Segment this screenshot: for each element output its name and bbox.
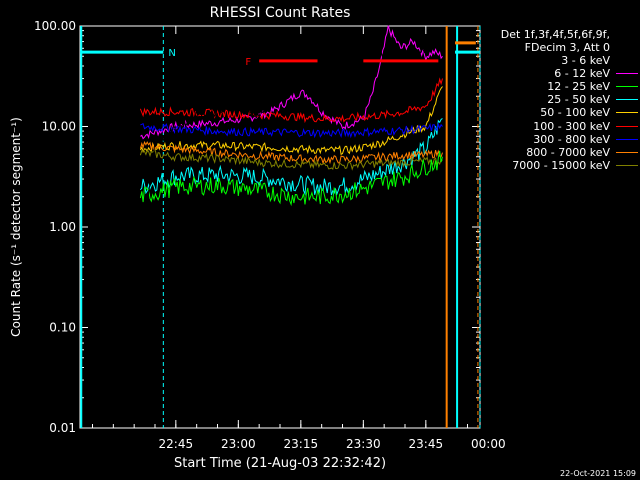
legend-swatch [616,164,638,166]
legend-item: 25 - 50 keV [547,93,638,107]
x-tick-label: 23:00 [221,437,256,451]
series-group [139,25,443,223]
y-axis-ticks: 100.00 10.00 1.00 0.10 0.01 [34,19,480,435]
series-line-7 [139,140,443,165]
state-bar-label: F [245,57,251,68]
series-line-2 [139,150,443,207]
footer-date: 22-Oct-2021 15:09 [560,469,636,478]
series-line-5 [139,77,443,124]
legend-swatch [616,60,638,61]
x-tick-label: 23:15 [284,437,319,451]
plot-frame [79,25,481,429]
legend-header-2: FDecim 3, Att 0 [524,41,610,54]
series-line-0 [139,38,443,223]
legend-item: 7000 - 15000 keV [512,158,638,172]
y-tick-label: 100.00 [34,19,76,33]
series-line-1 [140,25,443,140]
x-axis-ticks: 22:45 23:00 23:15 23:30 23:45 00:00 [92,26,506,451]
chart-title: RHESSI Count Rates [210,5,351,21]
y-tick-label: 1.00 [49,220,76,234]
legend-label: 300 - 800 keV [533,132,610,146]
legend-label: 800 - 7000 keV [526,145,610,159]
legend-swatch [616,151,638,153]
x-tick-label: 00:00 [471,437,506,451]
series-line-4 [139,86,443,156]
state-bar-label: N [168,48,175,59]
x-tick-label: 23:30 [346,437,381,451]
legend-label: 12 - 25 keV [547,80,610,94]
x-tick-label: 22:45 [159,437,194,451]
legend-swatch [616,99,638,101]
legend-item: 300 - 800 keV [533,132,638,146]
legend-label: 3 - 6 keV [561,54,610,67]
series-line-8 [139,149,443,171]
legend-item: 12 - 25 keV [547,80,638,94]
attenuator-markers [80,26,481,428]
legend-label: 7000 - 15000 keV [512,158,610,172]
legend-swatch [616,86,638,88]
legend-swatch [616,125,638,127]
legend-item: 3 - 6 keV [561,54,638,67]
legend-swatch [616,112,638,114]
y-tick-label: 0.10 [49,321,76,335]
x-axis-label: Start Time (21-Aug-03 22:32:42) [174,456,386,471]
legend-item: 6 - 12 keV [554,67,638,81]
legend-header-1: Det 1f,3f,4f,5f,6f,9f, [500,28,610,41]
legend-label: 100 - 300 keV [533,119,610,133]
legend-item: 800 - 7000 keV [526,145,638,159]
x-tick-label: 23:45 [409,437,444,451]
series-line-6 [140,122,443,139]
legend-label: 6 - 12 keV [554,67,610,81]
series-line-3 [140,118,443,196]
legend-swatch [616,138,638,140]
legend-item: 100 - 300 keV [533,119,638,133]
y-axis-label: Count Rate (s⁻¹ detector segment⁻¹) [9,117,23,337]
state-bars: NF [80,41,480,68]
y-tick-label: 10.00 [42,120,76,134]
legend-label: 50 - 100 keV [540,106,610,120]
legend-item: 50 - 100 keV [540,106,638,120]
legend-swatch [616,73,638,75]
y-tick-label: 0.01 [49,421,76,435]
legend-label: 25 - 50 keV [547,93,610,107]
